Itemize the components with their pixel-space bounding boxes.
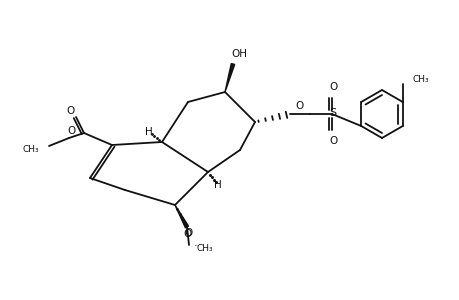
Text: CH₃: CH₃: [22, 145, 39, 154]
Text: CH₃: CH₃: [412, 74, 428, 83]
Text: O: O: [295, 101, 303, 111]
Text: O: O: [68, 126, 76, 136]
Text: S: S: [329, 108, 336, 118]
Text: O: O: [185, 228, 193, 238]
Text: methyl: methyl: [194, 244, 199, 246]
Polygon shape: [224, 64, 234, 92]
Text: O: O: [329, 82, 337, 92]
Text: O: O: [329, 136, 337, 146]
Text: CH₃: CH₃: [196, 244, 213, 253]
Text: H: H: [213, 180, 221, 190]
Polygon shape: [174, 205, 188, 228]
Text: OH: OH: [230, 49, 246, 59]
Text: O: O: [67, 106, 75, 116]
Text: O: O: [184, 229, 192, 239]
Text: H: H: [145, 127, 152, 137]
